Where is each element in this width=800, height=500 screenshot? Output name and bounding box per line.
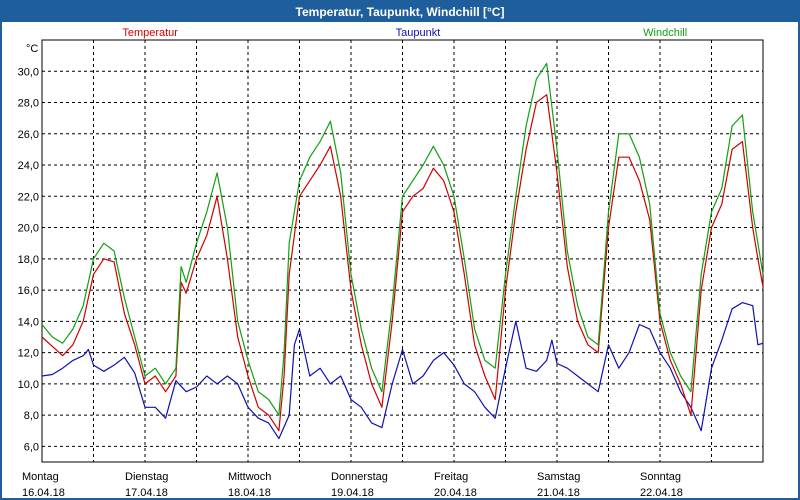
x-date-label: 22.04.18 (640, 487, 683, 498)
series-line-windchill (41, 62, 764, 416)
y-tick-label: 14,0 (18, 316, 39, 328)
y-tick-label: 18,0 (18, 254, 39, 266)
y-tick-label: 6,0 (24, 441, 39, 453)
x-date-label: 18.04.18 (228, 487, 271, 498)
y-tick-label: 24,0 (18, 160, 39, 172)
y-axis-label: °C (26, 43, 38, 55)
x-date-label: 21.04.18 (537, 487, 580, 498)
y-tick-label: 20,0 (18, 223, 39, 235)
x-day-label: Donnerstag (331, 471, 388, 483)
x-date-label: 17.04.18 (125, 487, 168, 498)
chart-canvas: 6,0 8,0 10,0 12,0 14,0 16,0 18,0 20,0 22,0 24,0 26… (18, 27, 764, 498)
x-day-label: Samstag (537, 471, 580, 483)
x-day-label: Dienstag (125, 471, 168, 483)
x-day-label: Montag (22, 471, 59, 483)
legend-windchill: Windchill (643, 27, 687, 39)
series-line-temperatur (41, 94, 764, 432)
x-date-label: 16.04.18 (22, 487, 65, 498)
y-tick-label: 28,0 (18, 98, 39, 110)
y-tick-label: 12,0 (18, 348, 39, 360)
x-date-label: 20.04.18 (434, 487, 477, 498)
y-tick-label: 10,0 (18, 379, 39, 391)
y-tick-label: 30,0 (18, 66, 39, 78)
x-day-label: Sonntag (640, 471, 681, 483)
y-tick-label: 8,0 (24, 410, 39, 422)
legend-temperatur: Temperatur (122, 27, 178, 39)
window-title: Temperatur, Taupunkt, Windchill [°C] (2, 2, 798, 22)
x-day-label: Mittwoch (228, 471, 271, 483)
y-tick-label: 26,0 (18, 129, 39, 141)
x-date-label: 19.04.18 (331, 487, 374, 498)
legend-taupunkt: Taupunkt (396, 27, 441, 39)
series-line-taupunkt (41, 302, 764, 440)
y-tick-label: 22,0 (18, 191, 39, 203)
x-day-label: Freitag (434, 471, 468, 483)
y-tick-label: 16,0 (18, 285, 39, 297)
